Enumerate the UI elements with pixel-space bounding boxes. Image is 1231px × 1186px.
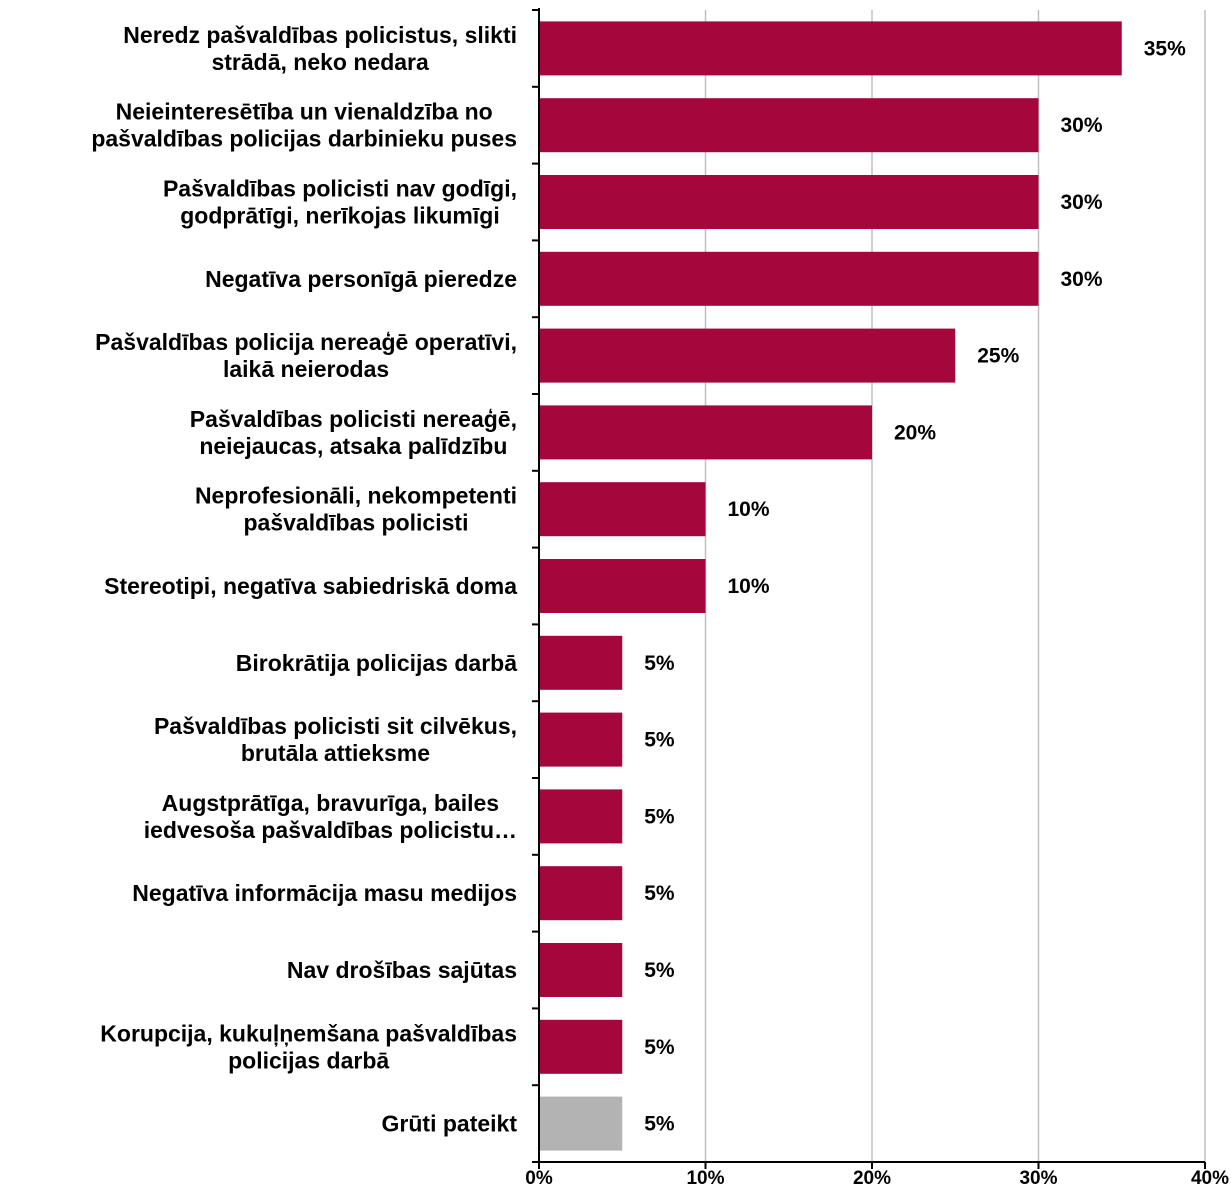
category-label-8: Stereotipi, negatīva sabiedriskā doma bbox=[104, 573, 517, 599]
category-label-1: Neredz pašvaldības policistus, slikti str… bbox=[123, 22, 517, 75]
category-label-14: Korupcija, kukuļņemšana pašvaldības polic… bbox=[100, 1020, 517, 1073]
x-tick-label-3: 30% bbox=[1019, 1168, 1057, 1186]
value-label-8: 10% bbox=[728, 575, 770, 598]
category-label-13: Nav drošības sajūtas bbox=[287, 957, 517, 983]
bar-15 bbox=[539, 1096, 623, 1151]
value-label-12: 5% bbox=[644, 882, 675, 905]
value-label-10: 5% bbox=[644, 729, 675, 752]
bar-14 bbox=[539, 1019, 623, 1074]
category-label-2: Neieinteresētība un vienaldzība no pašval… bbox=[91, 99, 517, 152]
bar-3 bbox=[539, 175, 1039, 229]
category-labels: Neredz pašvaldības policistus, slikti str… bbox=[91, 22, 517, 1137]
bar-7 bbox=[539, 482, 706, 537]
bar-11 bbox=[539, 789, 623, 844]
category-label-3: Pašvaldības policisti nav godīgi, godprāt… bbox=[163, 176, 517, 229]
bar-1 bbox=[539, 21, 1122, 76]
bar-10 bbox=[539, 712, 623, 767]
bar-4 bbox=[539, 251, 1039, 306]
value-label-7: 10% bbox=[728, 498, 770, 521]
bar-8 bbox=[539, 559, 706, 613]
value-labels: 35% 30% 30% 30% 25% 20% 10% 10% 5% 5% 5% 5% 5% 5% 5% bbox=[644, 37, 1186, 1135]
category-label-6: Pašvaldības policisti nereaģē, neiejaucas… bbox=[190, 406, 517, 459]
category-label-10: Pašvaldības policisti sit cilvēkus, brutā… bbox=[154, 713, 517, 766]
bar-6 bbox=[539, 405, 872, 460]
value-label-3: 30% bbox=[1061, 191, 1103, 214]
bar-13 bbox=[539, 943, 623, 997]
bar-12 bbox=[539, 866, 623, 921]
value-label-4: 30% bbox=[1061, 268, 1103, 291]
bar-5 bbox=[539, 328, 956, 383]
category-label-9: Birokrātija policijas darbā bbox=[236, 650, 517, 676]
x-tick-label-4: 40% bbox=[1191, 1168, 1229, 1186]
category-label-12: Negatīva informācija masu medijos bbox=[132, 880, 517, 906]
category-label-5: Pašvaldības policija nereaģē operatīvi, l… bbox=[95, 329, 517, 382]
value-label-11: 5% bbox=[644, 805, 675, 828]
value-label-14: 5% bbox=[644, 1036, 675, 1059]
x-tick-labels: 0% 10% 20% 30% 40% bbox=[525, 1168, 1229, 1186]
value-label-5: 25% bbox=[977, 345, 1019, 368]
category-label-15: Grūti pateikt bbox=[382, 1111, 518, 1137]
value-label-1: 35% bbox=[1144, 37, 1186, 60]
bar-2 bbox=[539, 98, 1039, 153]
x-tick-label-2: 20% bbox=[853, 1168, 891, 1186]
value-label-13: 5% bbox=[644, 959, 675, 982]
value-label-6: 20% bbox=[894, 421, 936, 444]
x-tick-label-0: 0% bbox=[525, 1168, 553, 1186]
x-tick-label-1: 10% bbox=[686, 1168, 724, 1186]
value-label-9: 5% bbox=[644, 652, 675, 675]
value-label-2: 30% bbox=[1061, 114, 1103, 137]
category-label-4: Negatīva personīgā pieredze bbox=[205, 266, 517, 292]
bar-9 bbox=[539, 635, 623, 690]
axes bbox=[532, 8, 1206, 1169]
value-label-15: 5% bbox=[644, 1113, 675, 1136]
bars bbox=[539, 21, 1122, 1151]
category-label-7: Neprofesionāli, nekompetenti pašvaldības … bbox=[195, 483, 517, 536]
category-label-11: Augstprātīga, bravurīga, bailes iedvesoša… bbox=[144, 790, 517, 843]
